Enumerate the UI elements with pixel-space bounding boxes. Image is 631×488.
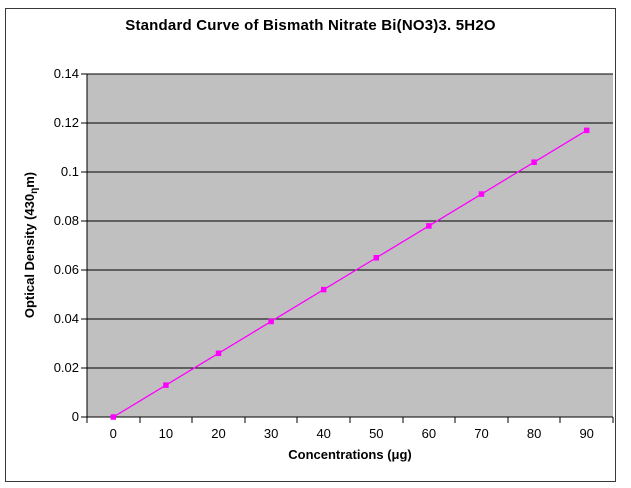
y-tick-label: 0.06	[54, 262, 79, 277]
x-tick-label: 80	[527, 426, 541, 441]
data-point-marker	[373, 255, 380, 261]
x-tick-label: 70	[474, 426, 488, 441]
y-tick-label: 0.12	[54, 115, 79, 130]
x-tick-label: 20	[211, 426, 225, 441]
data-point-marker	[110, 414, 117, 420]
x-tick-label: 60	[422, 426, 436, 441]
x-tick-label: 40	[316, 426, 330, 441]
plot-area	[87, 74, 613, 417]
data-point-marker	[268, 318, 274, 325]
x-tick-label: 30	[264, 426, 278, 441]
x-tick-label: 50	[369, 426, 383, 441]
y-axis-title: Optical Density (430ηm)	[22, 172, 40, 318]
x-tick-label: 10	[159, 426, 173, 441]
y-tick-label: 0	[72, 409, 79, 424]
y-axis-title-post: m)	[22, 171, 37, 188]
y-axis-title-pre: Optical Density (430	[22, 193, 37, 319]
y-tick-label: 0.04	[54, 311, 79, 326]
data-point-marker	[531, 159, 537, 165]
y-tick-label: 0.14	[54, 66, 79, 81]
x-axis-title: Concentrations (μg)	[288, 447, 412, 462]
data-point-marker	[215, 350, 222, 357]
x-tick-label: 90	[579, 426, 593, 441]
y-axis-title-subscript: η	[29, 187, 40, 194]
data-point-marker	[426, 223, 432, 229]
series-line	[112, 129, 588, 418]
data-point-marker	[320, 286, 327, 293]
data-point-marker	[478, 191, 485, 197]
y-tick-label: 0.02	[54, 360, 79, 375]
x-tick-label: 0	[110, 426, 117, 441]
data-point-marker	[583, 127, 590, 134]
chart-title: Standard Curve of Bismath Nitrate Bi(NO3…	[125, 17, 496, 34]
data-point-marker	[163, 382, 169, 388]
y-tick-label: 0.1	[61, 164, 79, 179]
y-tick-label: 0.08	[54, 213, 79, 228]
